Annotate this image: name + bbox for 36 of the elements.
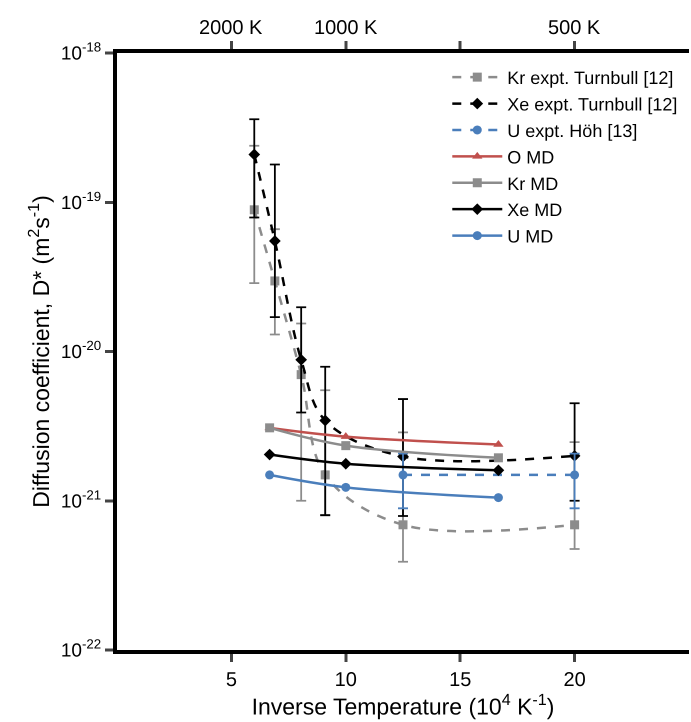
point [341,482,350,492]
text: 500 K [548,17,601,39]
y-tick-label: 10$^{-21}$ [60,487,102,512]
x-tick-label: 20 [563,669,586,691]
point [264,448,276,460]
point [340,458,352,470]
text: 2000 K [199,17,264,39]
point [295,354,308,366]
y-tick-label: 10$^{-20}$ [60,338,102,364]
point [492,464,504,476]
point [269,235,281,247]
point [494,493,503,502]
x-tick-label: 15 [449,669,472,691]
x-tick-label: 10 [334,669,357,691]
point [494,453,503,462]
point [398,520,408,530]
legend-label: Kr MD [507,174,558,194]
point [341,441,350,450]
point [265,470,274,480]
legend-label: U MD [507,226,554,247]
y-tick-label: 10$^{-18}$ [60,40,102,65]
legend-label: O MD [507,147,554,168]
point [398,470,408,480]
point [570,470,580,480]
x-tick-label: 5 [226,669,237,691]
point [319,414,332,426]
legend-label: Xe expt. Turnbull [12] [507,94,678,115]
point [570,520,580,530]
x-axis-title: Inverse Temperature (10$^{4}$ K$^{-1}$) [252,691,554,720]
y-tick-label: 10$^{-22}$ [60,636,102,662]
legend-label: Kr expt. Turnbull [12] [507,68,674,88]
legend-label: U expt. Höh [13] [507,120,638,141]
text: 1000 K [314,17,378,39]
point [248,148,260,160]
legend-label: Xe MD [507,200,562,220]
y-tick-label: 10$^{-19}$ [60,188,102,214]
